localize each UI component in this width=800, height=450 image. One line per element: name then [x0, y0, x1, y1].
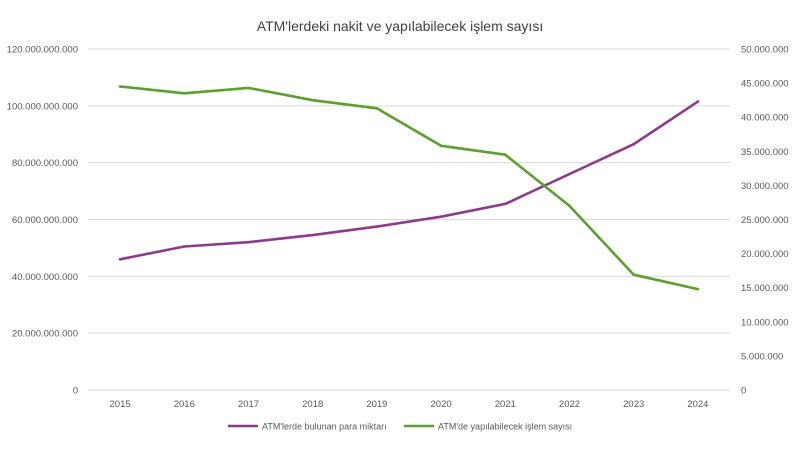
left-axis-tick-label: 20.000.000.000 — [12, 329, 78, 340]
right-axis-tick-label: 20.000.000 — [741, 249, 789, 260]
legend-label-cash-amount: ATM'lerde bulunan para miktarı — [262, 422, 387, 432]
chart-title: ATM'lerdeki nakit ve yapılabilecek işlem… — [257, 18, 543, 34]
data-point-transaction-count — [247, 86, 250, 90]
x-axis-ticks: 2015 2016 2017 2018 2019 2020 2021 2022 2023 2024 — [110, 399, 709, 410]
x-axis-tick-label: 2019 — [366, 399, 387, 410]
series-line-transaction-count — [118, 85, 700, 291]
data-point-cash-amount — [247, 240, 250, 244]
left-axis-tick-label: 100.000.000.000 — [7, 101, 78, 112]
series-lines — [118, 85, 700, 291]
right-axis-tick-label: 45.000.000 — [741, 79, 789, 90]
gridlines — [88, 48, 730, 391]
data-point-cash-amount — [311, 233, 315, 237]
right-axis-tick-label: 30.000.000 — [741, 181, 789, 192]
left-axis-tick-label: 0 — [73, 386, 78, 397]
left-axis-tick-label: 40.000.000.000 — [12, 272, 78, 283]
right-axis-ticks: 0 5.000.000 10.000.000 15.000.000 20.000.000… — [741, 45, 789, 397]
data-point-transaction-count — [568, 204, 571, 208]
data-point-transaction-count — [375, 107, 379, 110]
data-point-transaction-count — [632, 273, 635, 277]
left-axis-tick-label: 80.000.000.000 — [12, 158, 78, 169]
data-point-transaction-count — [183, 92, 186, 95]
x-axis-tick-label: 2021 — [495, 399, 516, 410]
data-point-cash-amount — [375, 225, 379, 228]
x-axis-tick-label: 2020 — [431, 399, 452, 410]
data-point-transaction-count — [311, 98, 315, 102]
right-axis-tick-label: 5.000.000 — [741, 351, 783, 362]
data-point-transaction-count — [696, 287, 700, 291]
data-point-cash-amount — [696, 100, 700, 103]
right-axis-tick-label: 40.000.000 — [741, 113, 789, 124]
data-point-transaction-count — [439, 144, 443, 148]
x-axis-tick-label: 2017 — [238, 399, 259, 410]
legend-label-transaction-count: ATM'de yapılabilecek işlem sayısı — [438, 422, 572, 432]
data-point-cash-amount — [183, 245, 186, 248]
x-axis-tick-label: 2022 — [559, 399, 580, 410]
x-axis-tick-label: 2015 — [110, 399, 131, 410]
series-line-cash-amount — [118, 100, 700, 261]
x-axis-tick-label: 2023 — [623, 399, 644, 410]
right-axis-tick-label: 0 — [741, 386, 746, 397]
x-axis-tick-label: 2018 — [302, 399, 323, 410]
data-point-cash-amount — [568, 172, 571, 176]
right-axis-tick-label: 50.000.000 — [741, 45, 789, 56]
data-point-cash-amount — [504, 202, 507, 206]
left-axis-tick-label: 60.000.000.000 — [12, 215, 78, 226]
right-axis-tick-label: 15.000.000 — [741, 283, 789, 294]
left-axis-tick-label: 120.000.000.000 — [7, 45, 78, 56]
right-axis-tick-label: 25.000.000 — [741, 215, 789, 226]
data-point-cash-amount — [632, 142, 635, 146]
legend: ATM'lerde bulunan para miktarı ATM'de yap… — [228, 422, 572, 432]
x-axis-tick-label: 2016 — [174, 399, 195, 410]
left-axis-ticks: 0 20.000.000.000 40.000.000.000 60.000.000.… — [7, 45, 78, 397]
right-axis-tick-label: 10.000.000 — [741, 317, 789, 328]
x-axis-tick-label: 2024 — [687, 399, 708, 410]
data-point-cash-amount — [439, 215, 443, 218]
data-point-transaction-count — [504, 153, 507, 157]
right-axis-tick-label: 35.000.000 — [741, 147, 789, 158]
data-point-cash-amount — [118, 257, 122, 261]
data-point-transaction-count — [118, 85, 122, 88]
